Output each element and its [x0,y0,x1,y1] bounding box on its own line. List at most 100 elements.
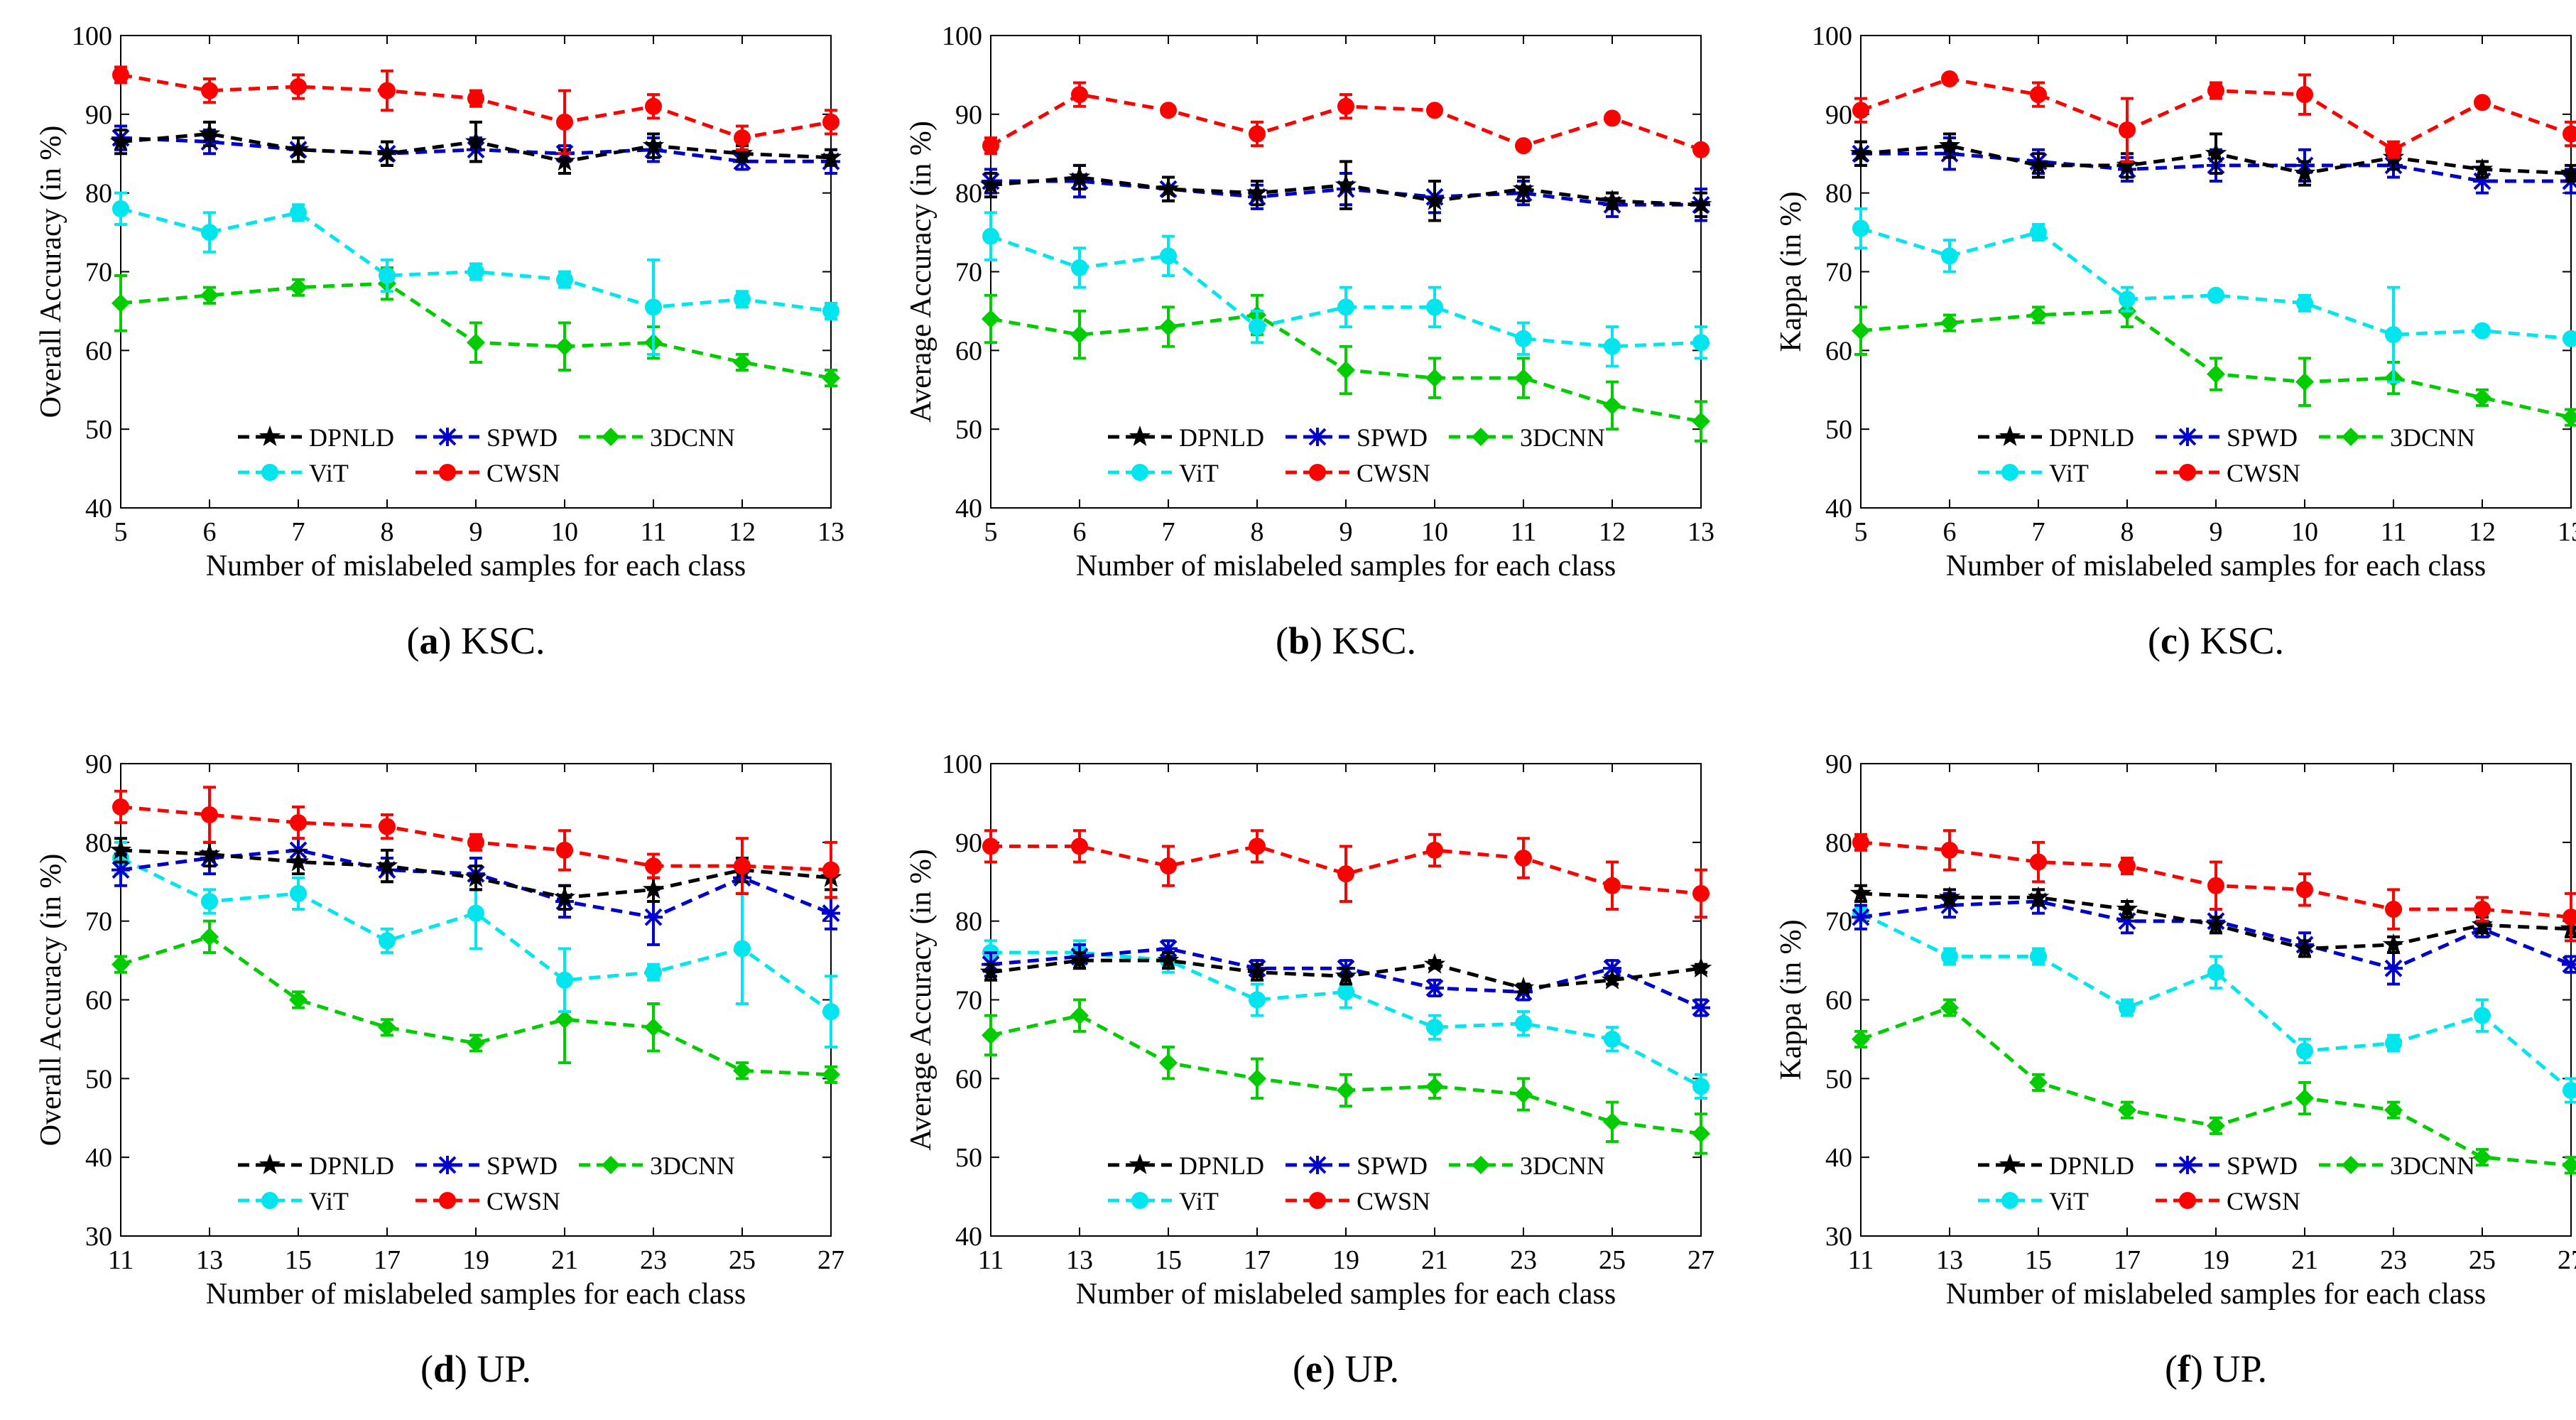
data-point [467,904,484,922]
x-tick-label: 6 [203,517,217,547]
x-tick-label: 13 [2558,517,2576,547]
caption-letter: e [1305,1348,1322,1390]
legend-entry-3dcnn: 3DCNN [2319,423,2475,452]
data-point [1852,908,1870,927]
data-point [2382,933,2405,954]
data-point [1160,247,1177,265]
y-axis-label: Kappa (in %) [1775,919,1808,1080]
series-line [120,935,832,1077]
x-tick-label: 5 [984,517,998,547]
data-point [1852,833,1869,851]
legend-marker [1308,1156,1327,1174]
legend-entry-cwsn: CWSN [415,459,560,487]
x-tick-label: 17 [1244,1245,1271,1275]
data-point [734,857,751,875]
legend-label: 3DCNN [2390,1151,2475,1180]
legend-label: CWSN [1357,1187,1430,1215]
data-point [979,960,1002,982]
legend-entry-spwd: SPWD [415,423,558,452]
data-point [644,908,663,927]
data-point [734,129,751,147]
data-point [379,818,396,835]
y-tick-label: 100 [72,21,112,51]
y-tick-label: 80 [85,179,112,209]
y-tick-label: 60 [1825,336,1852,366]
x-tick-label: 9 [1339,517,1353,547]
y-tick-label: 90 [955,828,982,858]
data-point [2293,162,2316,183]
legend-entry-dpnld: DPNLD [1108,1151,1264,1180]
series-line [1859,911,2572,1092]
data-point [645,97,662,115]
data-point [109,838,132,860]
series-3dcnn [982,293,1710,443]
data-point [2119,857,2136,875]
data-point [2205,914,2227,935]
x-tick-label: 13 [817,517,844,547]
legend-entry-3dcnn: 3DCNN [579,423,735,452]
x-tick-label: 25 [1599,1245,1626,1275]
x-tick-label: 7 [2032,517,2045,547]
data-point [1159,318,1178,337]
data-point [2027,153,2050,175]
legend-entry-cwsn: CWSN [2156,1187,2300,1215]
legend-entry-vit: ViT [1978,1187,2089,1215]
data-point [1941,841,1958,859]
legend-marker [1999,426,2021,446]
data-point [645,298,662,316]
legend-marker [1309,1192,1326,1209]
x-tick-label: 8 [381,517,394,547]
data-point [290,884,307,902]
legend-marker [1129,426,1151,446]
y-tick-label: 50 [85,1064,112,1094]
legend: DPNLD SPWD 3DCNN ViT CWSN [1978,1151,2475,1215]
legend-marker [1131,464,1148,481]
series-vit [982,211,1710,368]
data-point [1849,882,1872,903]
chart-panel-d: 30 40 50 60 70 80 90 11 13 15 17 19 21 23 25 27 Number o… [35,749,844,1390]
data-point [822,1065,840,1084]
data-point [733,1061,751,1080]
data-point [1426,298,1443,316]
legend-entry-dpnld: DPNLD [1108,423,1264,452]
legend-label: 3DCNN [1520,1151,1605,1180]
data-point [112,293,130,313]
data-point [2119,999,2136,1017]
x-axis-label: Number of mislabeled samples for each cl… [1946,550,2486,582]
data-point [2029,1073,2048,1092]
x-tick-label: 21 [1421,1245,1448,1275]
caption-text: KSC. [2190,619,2284,662]
series-cwsn [982,829,1710,919]
data-point [1512,976,1535,997]
data-point [1426,102,1443,119]
data-point [1852,321,1870,340]
legend-marker [438,1156,457,1174]
legend-entry-spwd: SPWD [2156,1151,2298,1180]
data-point [1160,102,1177,119]
x-axis-label: Number of mislabeled samples for each cl… [206,550,746,582]
legend-entry-3dcnn: 3DCNN [2319,1151,2475,1180]
caption-letter: a [419,619,438,662]
y-tick-label: 60 [85,986,112,1016]
y-tick-label: 70 [1825,258,1852,288]
data-point [464,866,487,887]
data-point [555,337,574,356]
x-tick-label: 13 [1688,517,1714,547]
data-point [1335,965,1357,986]
y-tick-label: 70 [85,907,112,937]
data-point [2471,914,2494,935]
data-point [2474,901,2491,918]
y-tick-label: 50 [1825,1064,1852,1094]
data-point [2385,1034,2402,1052]
x-tick-label: 17 [2114,1245,2141,1275]
data-point [1692,1124,1710,1143]
x-tick-label: 11 [978,1245,1004,1275]
data-point [1070,1006,1089,1025]
x-tick-label: 7 [292,517,305,547]
data-point [112,955,130,974]
legend-marker [2178,1156,2197,1174]
data-point [1938,886,1961,907]
x-tick-label: 10 [551,517,578,547]
data-point [1249,125,1266,143]
